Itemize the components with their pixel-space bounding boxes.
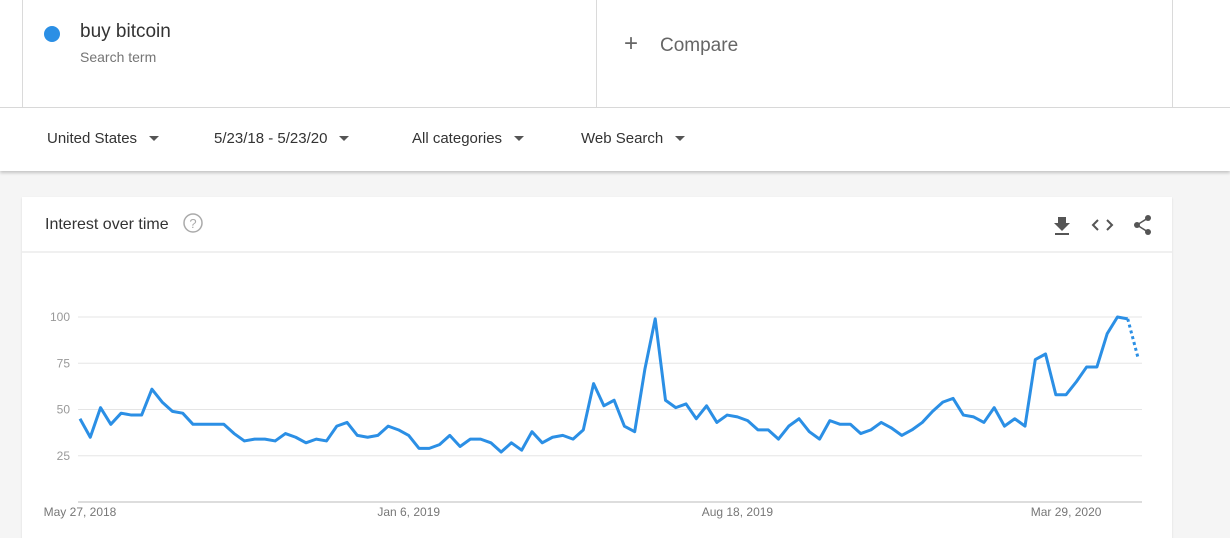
partial-data-segment [1126, 318, 1140, 359]
filter-label: Web Search [581, 130, 664, 147]
search-term[interactable]: buy bitcoin [80, 21, 171, 42]
term-color-dot[interactable] [44, 26, 60, 42]
plus-icon[interactable]: + [624, 30, 639, 57]
x-tick-label: Mar 29, 2020 [1031, 505, 1102, 519]
filter-label: 5/23/18 - 5/23/20 [214, 130, 328, 147]
chart-title: Interest over time [45, 216, 169, 233]
y-tick-label: 100 [50, 310, 70, 324]
filter-dropdown[interactable]: 5/23/18 - 5/23/20 [214, 130, 350, 147]
divider [596, 0, 597, 107]
x-tick-label: Jan 6, 2019 [377, 505, 440, 519]
caret [149, 136, 160, 141]
divider [22, 0, 23, 107]
chart-card [22, 197, 1172, 538]
y-tick-label: 50 [57, 403, 71, 417]
compare-button[interactable]: Compare [660, 35, 739, 56]
x-tick-label: Aug 18, 2019 [702, 505, 774, 519]
search-term-label: Search term [80, 49, 157, 65]
filter-dropdown[interactable]: United States [47, 130, 160, 147]
filter-bar: United States 5/23/18 - 5/23/20 All cate… [0, 108, 1230, 171]
help-icon[interactable]: ? [183, 213, 203, 233]
filter-label: United States [47, 130, 138, 147]
search-header: buy bitcoin Search term + Compare [0, 0, 1230, 108]
caret [675, 136, 686, 141]
download-icon[interactable] [1054, 217, 1070, 235]
filter-label: All categories [412, 130, 503, 147]
caret [339, 136, 350, 141]
share-icon[interactable] [1134, 215, 1151, 235]
svg-text:?: ? [189, 216, 196, 231]
embed-icon[interactable] [1091, 219, 1114, 231]
y-tick-label: 25 [57, 449, 71, 463]
y-tick-label: 75 [57, 356, 71, 370]
filter-dropdown[interactable]: All categories [412, 130, 525, 147]
filter-dropdown[interactable]: Web Search [581, 130, 686, 147]
divider [1172, 0, 1173, 107]
line-series [78, 315, 1128, 454]
caret [514, 136, 525, 141]
x-tick-label: May 27, 2018 [44, 505, 117, 519]
